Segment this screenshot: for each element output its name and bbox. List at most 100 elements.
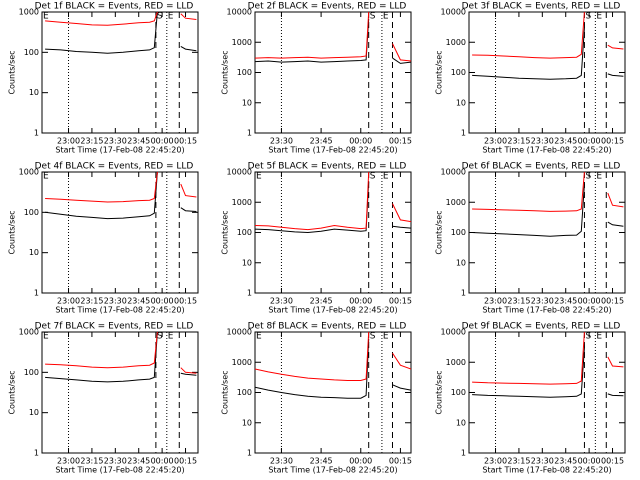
y-axis-label: Counts/sec [435, 210, 444, 254]
y-tick-label: 10000 [227, 328, 252, 337]
x-tick-label: 23:30 [270, 137, 293, 146]
x-tick-label: 23:45 [310, 457, 333, 466]
annotation: S [370, 332, 376, 342]
series-line [472, 183, 624, 237]
x-tick-label: 00:00 [578, 457, 601, 466]
y-tick-label: 10000 [441, 168, 466, 177]
panel: Det 6f BLACK = Events, RED = LLD Start Ti… [435, 162, 626, 315]
y-tick-label: 100 [24, 48, 39, 57]
series-line [255, 181, 411, 234]
y-tick-label: 10000 [227, 168, 252, 177]
y-axis-label: Counts/sec [221, 50, 230, 94]
y-tick-label: 1000 [446, 198, 466, 207]
x-tick-label: 23:15 [80, 457, 103, 466]
x-tick-label: 00:00 [151, 137, 174, 146]
annotation: E [256, 172, 262, 182]
x-tick-label: 00:00 [349, 137, 372, 146]
x-tick-label: 23:15 [507, 457, 530, 466]
y-tick-label: 100 [24, 368, 39, 377]
x-tick-label: 00:15 [389, 137, 412, 146]
x-tick-label: 23:15 [80, 137, 103, 146]
annotation: E [383, 172, 389, 182]
annotation: S [370, 172, 376, 182]
y-tick-label: 10000 [441, 328, 466, 337]
y-tick-label: 10 [29, 248, 39, 257]
annotation: E [168, 12, 174, 22]
y-tick-label: 10000 [227, 8, 252, 17]
series-line [45, 172, 197, 220]
panel: Det 8f BLACK = Events, RED = LLD Start Ti… [221, 322, 412, 475]
y-tick-label: 10 [29, 408, 39, 417]
x-tick-label: 23:00 [57, 137, 80, 146]
plot-frame [468, 331, 626, 454]
series-line [472, 27, 624, 80]
plot-frame [254, 171, 412, 294]
series-line [255, 332, 411, 381]
panel: Det 3f BLACK = Events, RED = LLD Start Ti… [435, 2, 626, 155]
x-tick-label: 00:15 [174, 457, 197, 466]
plot-frame [41, 171, 199, 294]
annotation: S [157, 332, 163, 342]
y-axis-label: Counts/sec [435, 370, 444, 414]
series-line [45, 12, 197, 26]
y-tick-label: 100 [451, 68, 466, 77]
x-tick-label: 23:45 [554, 137, 577, 146]
x-tick-label: 23:00 [57, 457, 80, 466]
y-tick-label: 100 [237, 228, 252, 237]
x-tick-label: 23:00 [57, 297, 80, 306]
panel: Det 4f BLACK = Events, RED = LLD Start Ti… [8, 162, 199, 315]
y-tick-label: 1 [34, 449, 39, 458]
x-tick-label: 00:15 [174, 297, 197, 306]
y-tick-label: 1000 [232, 358, 252, 367]
y-tick-label: 1000 [232, 38, 252, 47]
y-tick-label: 1 [247, 289, 252, 298]
x-tick-label: 23:45 [127, 457, 150, 466]
annotation: E [596, 12, 602, 22]
panel: Det 1f BLACK = Events, RED = LLD Start Ti… [8, 2, 199, 155]
y-tick-label: 1000 [232, 198, 252, 207]
y-axis-label: Counts/sec [8, 370, 17, 414]
annotation: E [256, 332, 262, 342]
x-tick-label: 23:30 [104, 137, 127, 146]
y-axis-label: Counts/sec [8, 210, 17, 254]
x-tick-label: 00:00 [349, 457, 372, 466]
panel-title: Det 1f BLACK = Events, RED = LLD [35, 2, 194, 12]
x-tick-label: 23:00 [484, 297, 507, 306]
annotation: E [43, 172, 49, 182]
series-line [45, 172, 197, 203]
x-axis-label: Start Time (17-Feb-08 22:45:20) [55, 466, 184, 475]
annotation: S [157, 12, 163, 22]
x-tick-label: 23:45 [310, 137, 333, 146]
x-tick-label: 00:00 [578, 297, 601, 306]
y-tick-label: 1000 [19, 8, 39, 17]
y-tick-label: 100 [451, 228, 466, 237]
plot-frame [468, 11, 626, 134]
x-tick-label: 00:15 [601, 457, 624, 466]
annotation: E [168, 332, 174, 342]
x-tick-label: 00:15 [174, 137, 197, 146]
panel-title: Det 4f BLACK = Events, RED = LLD [35, 162, 194, 172]
panel: Det 5f BLACK = Events, RED = LLD Start Ti… [221, 162, 412, 315]
plot-frame [468, 171, 626, 294]
y-tick-label: 1000 [19, 168, 39, 177]
y-tick-label: 1000 [19, 328, 39, 337]
y-tick-label: 1000 [446, 358, 466, 367]
x-axis-label: Start Time (17-Feb-08 22:45:20) [268, 146, 397, 155]
x-tick-label: 00:15 [601, 137, 624, 146]
panel: Det 9f BLACK = Events, RED = LLD Start Ti… [435, 322, 626, 475]
y-tick-label: 1 [461, 449, 466, 458]
x-tick-label: 23:30 [104, 457, 127, 466]
panel: Det 7f BLACK = Events, RED = LLD Start Ti… [8, 322, 199, 475]
y-tick-label: 1000 [446, 38, 466, 47]
y-tick-label: 10 [242, 258, 252, 267]
series-line [45, 12, 197, 54]
annotation: S [370, 12, 376, 22]
x-tick-label: 00:15 [389, 297, 412, 306]
y-tick-label: 1 [247, 449, 252, 458]
x-tick-label: 00:00 [151, 457, 174, 466]
y-tick-label: 100 [451, 388, 466, 397]
x-tick-label: 00:00 [151, 297, 174, 306]
y-tick-label: 10 [456, 418, 466, 427]
series-line [45, 332, 197, 374]
annotation: S [585, 12, 591, 22]
